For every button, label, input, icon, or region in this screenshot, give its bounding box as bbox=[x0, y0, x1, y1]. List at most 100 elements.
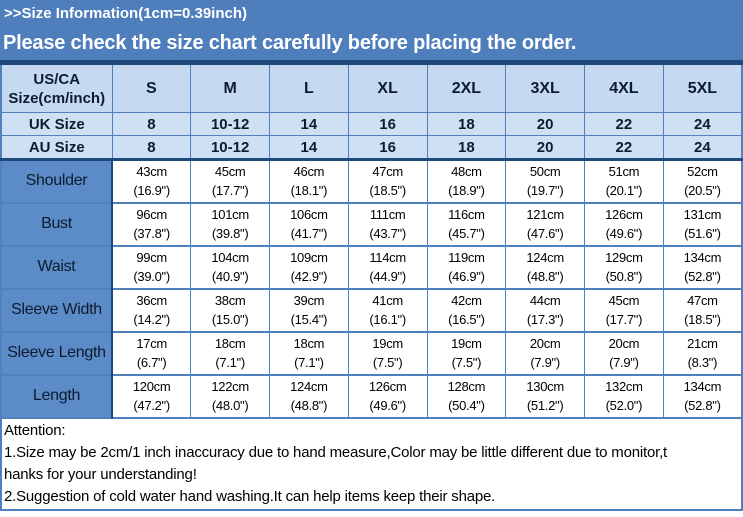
inch-value: (6.7") bbox=[136, 355, 167, 370]
size-cell: 48cm (18.9") bbox=[426, 158, 507, 203]
inch-value: (7.5") bbox=[372, 355, 403, 370]
cm-value: 43cm bbox=[136, 164, 167, 180]
size-cell: 101cm (39.8") bbox=[190, 201, 270, 246]
inch-value: (52.0") bbox=[605, 398, 643, 413]
inch-value: (39.8") bbox=[211, 226, 249, 241]
uk-size-value: 18 bbox=[426, 112, 507, 136]
size-cell: 36cm (14.2") bbox=[111, 287, 192, 332]
size-cell: 134cm (52.8") bbox=[662, 373, 743, 418]
inch-value: (46.9") bbox=[448, 269, 485, 284]
inch-value: (43.7") bbox=[369, 226, 406, 241]
size-cell: 17cm (6.7") bbox=[111, 330, 192, 375]
inch-value: (18.5") bbox=[684, 312, 721, 327]
size-cell: 109cm (42.9") bbox=[269, 244, 349, 289]
size-cell: 132cm (52.0") bbox=[584, 373, 664, 418]
inch-value: (48.8") bbox=[290, 398, 328, 413]
size-cell: 106cm (41.7") bbox=[269, 201, 349, 246]
inch-value: (17.3") bbox=[526, 312, 564, 327]
shoulder-row: Shoulder 43cm (16.9") 45cm (17.7") 46cm (18… bbox=[0, 158, 743, 203]
size-cell: 50cm (19.7") bbox=[505, 158, 585, 203]
inch-value: (18.5") bbox=[369, 183, 406, 199]
inch-value: (20.5") bbox=[684, 183, 721, 199]
column-header-5xl: 5XL bbox=[662, 62, 743, 113]
uk-size-value: 16 bbox=[347, 112, 428, 136]
row-label-sleeve-width: Sleeve Width bbox=[0, 287, 113, 332]
size-cell: 121cm (47.6") bbox=[505, 201, 585, 246]
cm-value: 124cm bbox=[290, 379, 328, 394]
size-cell: 111cm (43.7") bbox=[347, 201, 428, 246]
column-header-4xl: 4XL bbox=[584, 62, 664, 113]
au-size-value: 8 bbox=[111, 135, 192, 161]
cm-value: 114cm bbox=[369, 250, 406, 265]
size-information-title: >>Size Information(1cm=0.39inch) bbox=[4, 5, 247, 22]
sleeve-length-row: Sleeve Length 17cm (6.7") 18cm (7.1") 18cm… bbox=[0, 330, 743, 375]
inch-value: (16.5") bbox=[448, 312, 485, 327]
au-size-value: 10-12 bbox=[190, 135, 270, 161]
header-banner: >>Size Information(1cm=0.39inch) Please … bbox=[0, 0, 743, 60]
size-chart-table: US/CA Size(cm/inch) S M L XL 2XL 3XL 4XL… bbox=[0, 60, 743, 419]
cm-value: 99cm bbox=[136, 250, 167, 265]
au-size-value: 14 bbox=[269, 135, 349, 161]
inch-value: (7.5") bbox=[451, 355, 482, 370]
cm-value: 52cm bbox=[687, 164, 718, 180]
inch-value: (47.6") bbox=[526, 226, 564, 241]
cm-value: 39cm bbox=[293, 293, 325, 308]
size-cell: 21cm (8.3") bbox=[662, 330, 743, 375]
inch-value: (48.8") bbox=[526, 269, 564, 284]
size-cell: 47cm (18.5") bbox=[662, 287, 743, 332]
row-label-waist: Waist bbox=[0, 244, 113, 289]
inch-value: (51.6") bbox=[684, 226, 721, 241]
inch-value: (39.0") bbox=[133, 269, 170, 284]
inch-value: (7.9") bbox=[609, 355, 639, 370]
corner-header-line1: US/CA bbox=[33, 70, 81, 88]
cm-value: 19cm bbox=[451, 336, 482, 351]
cm-value: 41cm bbox=[372, 293, 403, 308]
bust-row: Bust 96cm (37.8") 101cm (39.8") 106cm (41.7… bbox=[0, 201, 743, 246]
size-cell: 131cm (51.6") bbox=[662, 201, 743, 246]
inch-value: (50.8") bbox=[605, 269, 643, 284]
uk-size-value: 20 bbox=[505, 112, 585, 136]
au-size-value: 22 bbox=[584, 135, 664, 161]
inch-value: (7.9") bbox=[530, 355, 560, 370]
row-label-shoulder: Shoulder bbox=[0, 158, 113, 203]
uk-size-value: 10-12 bbox=[190, 112, 270, 136]
cm-value: 126cm bbox=[605, 207, 643, 222]
size-cell: 46cm (18.1") bbox=[269, 158, 349, 203]
inch-value: (52.8") bbox=[684, 269, 721, 284]
cm-value: 18cm bbox=[293, 336, 325, 351]
table-header-row: US/CA Size(cm/inch) S M L XL 2XL 3XL 4XL… bbox=[0, 62, 743, 113]
size-cell: 52cm (20.5") bbox=[662, 158, 743, 203]
inch-value: (49.6") bbox=[605, 226, 643, 241]
size-cell: 19cm (7.5") bbox=[426, 330, 507, 375]
attention-line2: hanks for your understanding! bbox=[4, 465, 197, 483]
inch-value: (17.7") bbox=[211, 183, 249, 199]
cm-value: 17cm bbox=[136, 336, 167, 351]
cm-value: 111cm bbox=[369, 207, 406, 222]
cm-value: 106cm bbox=[290, 207, 328, 222]
size-cell: 96cm (37.8") bbox=[111, 201, 192, 246]
size-cell: 104cm (40.9") bbox=[190, 244, 270, 289]
cm-value: 126cm bbox=[368, 379, 407, 394]
inch-value: (16.9") bbox=[133, 183, 170, 199]
inch-value: (40.9") bbox=[211, 269, 249, 284]
size-cell: 44cm (17.3") bbox=[505, 287, 585, 332]
inch-value: (45.7") bbox=[448, 226, 485, 241]
size-cell: 47cm (18.5") bbox=[347, 158, 428, 203]
size-cell: 134cm (52.8") bbox=[662, 244, 743, 289]
size-cell: 129cm (50.8") bbox=[584, 244, 664, 289]
uk-size-value: 14 bbox=[269, 112, 349, 136]
inch-value: (20.1") bbox=[605, 183, 643, 199]
au-size-label: AU Size bbox=[0, 135, 113, 161]
size-cell: 19cm (7.5") bbox=[347, 330, 428, 375]
uk-size-value: 8 bbox=[111, 112, 192, 136]
column-header-l: L bbox=[269, 62, 349, 113]
size-cell: 120cm (47.2") bbox=[111, 373, 192, 418]
inch-value: (44.9") bbox=[369, 269, 406, 284]
cm-value: 131cm bbox=[683, 207, 722, 222]
inch-value: (50.4") bbox=[448, 398, 485, 413]
cm-value: 134cm bbox=[683, 379, 722, 394]
inch-value: (16.1") bbox=[369, 312, 406, 327]
waist-row: Waist 99cm (39.0") 104cm (40.9") 109cm (42.… bbox=[0, 244, 743, 289]
inch-value: (48.0") bbox=[211, 398, 249, 413]
column-header-s: S bbox=[111, 62, 192, 113]
